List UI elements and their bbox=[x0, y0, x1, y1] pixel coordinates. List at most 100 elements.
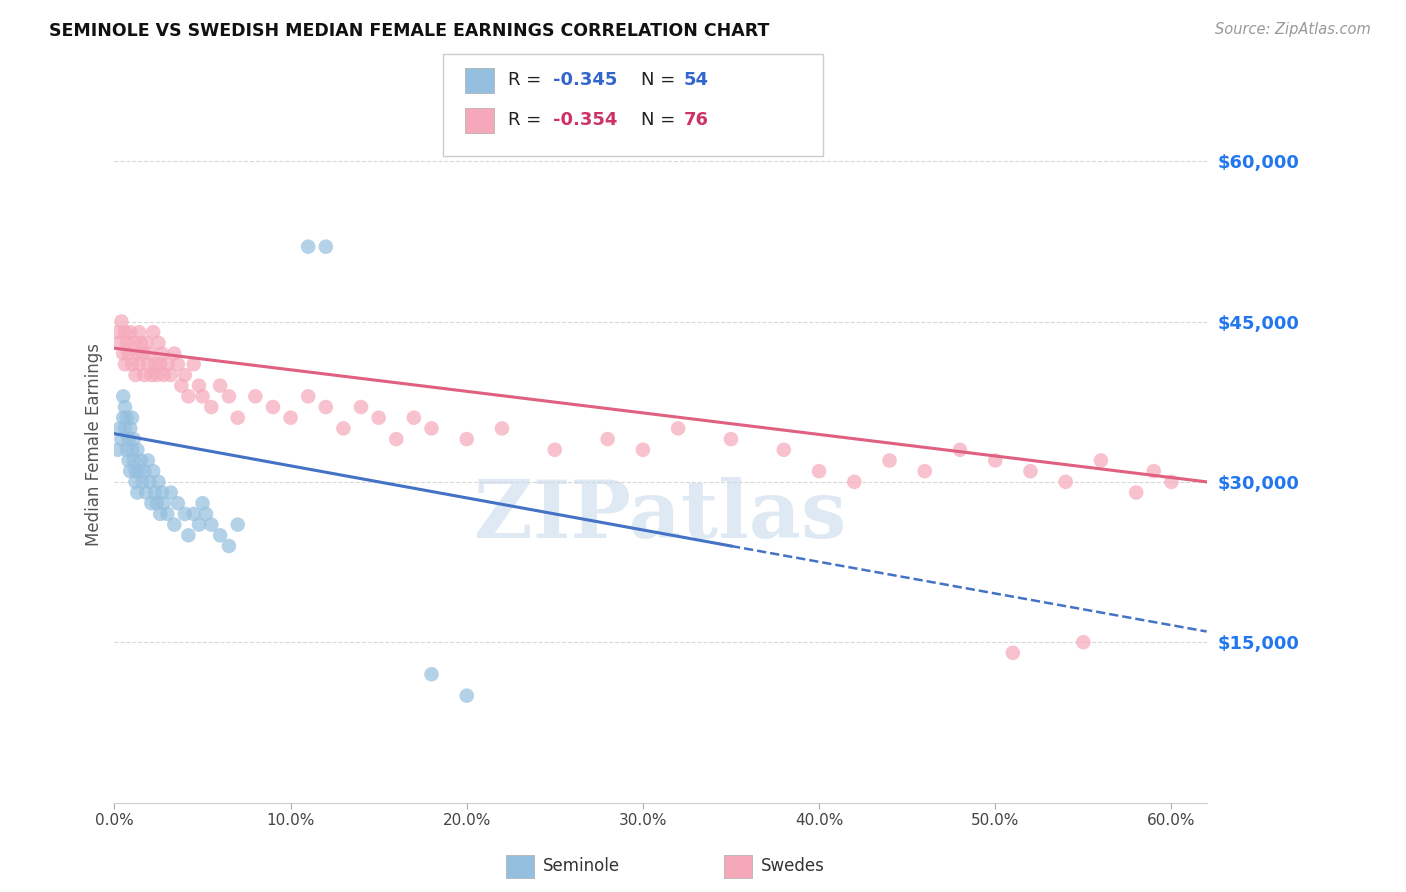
Point bbox=[114, 421, 136, 435]
Point bbox=[117, 453, 139, 467]
Point bbox=[122, 432, 145, 446]
Point bbox=[844, 475, 866, 489]
Text: 76: 76 bbox=[683, 112, 709, 129]
Point bbox=[114, 357, 136, 371]
Point bbox=[112, 410, 135, 425]
Point bbox=[129, 453, 152, 467]
Point bbox=[456, 432, 478, 446]
Point bbox=[131, 475, 153, 489]
Point bbox=[984, 453, 1007, 467]
Point bbox=[148, 335, 170, 350]
Point bbox=[128, 464, 150, 478]
Point bbox=[166, 496, 188, 510]
Point bbox=[134, 464, 156, 478]
Point bbox=[117, 432, 139, 446]
Point bbox=[191, 389, 214, 403]
Point bbox=[124, 368, 146, 382]
Point bbox=[297, 240, 319, 254]
Point bbox=[127, 485, 149, 500]
Point bbox=[367, 410, 389, 425]
Text: -0.345: -0.345 bbox=[553, 71, 617, 89]
Point bbox=[332, 421, 354, 435]
Point bbox=[163, 346, 186, 360]
Point bbox=[209, 528, 232, 542]
Point bbox=[134, 368, 156, 382]
Point bbox=[150, 485, 173, 500]
Point bbox=[152, 368, 174, 382]
Point bbox=[152, 496, 174, 510]
Point bbox=[145, 368, 167, 382]
Point bbox=[135, 335, 157, 350]
Point bbox=[1054, 475, 1077, 489]
Text: ZIPatlas: ZIPatlas bbox=[474, 477, 846, 555]
Point bbox=[149, 357, 172, 371]
Point bbox=[145, 496, 167, 510]
Point bbox=[108, 335, 131, 350]
Point bbox=[914, 464, 936, 478]
Point bbox=[149, 507, 172, 521]
Point bbox=[122, 335, 145, 350]
Point bbox=[183, 507, 205, 521]
Point bbox=[1143, 464, 1166, 478]
Point bbox=[1090, 453, 1112, 467]
Point bbox=[188, 378, 211, 392]
Point bbox=[772, 442, 794, 457]
Point bbox=[142, 464, 165, 478]
Text: R =: R = bbox=[508, 112, 547, 129]
Point bbox=[544, 442, 567, 457]
Point bbox=[808, 464, 831, 478]
Point bbox=[1160, 475, 1182, 489]
Point bbox=[200, 400, 222, 414]
Point bbox=[122, 453, 145, 467]
Point bbox=[195, 507, 218, 521]
Point bbox=[315, 240, 337, 254]
Point bbox=[949, 442, 972, 457]
Point bbox=[200, 517, 222, 532]
Point bbox=[115, 410, 138, 425]
Point bbox=[159, 368, 181, 382]
Point bbox=[491, 421, 513, 435]
Point bbox=[136, 357, 159, 371]
Point bbox=[129, 335, 152, 350]
Point bbox=[107, 442, 129, 457]
Point bbox=[117, 346, 139, 360]
Text: 54: 54 bbox=[683, 71, 709, 89]
Point bbox=[177, 528, 200, 542]
Point bbox=[1071, 635, 1094, 649]
Point bbox=[141, 368, 163, 382]
Point bbox=[120, 464, 142, 478]
Point bbox=[173, 368, 195, 382]
Point bbox=[218, 389, 240, 403]
Point bbox=[209, 378, 232, 392]
Point bbox=[420, 421, 443, 435]
Point bbox=[456, 689, 478, 703]
Point bbox=[297, 389, 319, 403]
Point bbox=[120, 325, 142, 339]
Point bbox=[128, 357, 150, 371]
Point bbox=[385, 432, 408, 446]
Point bbox=[127, 442, 149, 457]
Point bbox=[120, 421, 142, 435]
Point bbox=[136, 453, 159, 467]
Point bbox=[124, 464, 146, 478]
Point bbox=[135, 485, 157, 500]
Text: N =: N = bbox=[641, 112, 681, 129]
Point bbox=[170, 378, 193, 392]
Point bbox=[127, 346, 149, 360]
Point bbox=[280, 410, 302, 425]
Point bbox=[631, 442, 654, 457]
Point bbox=[112, 346, 135, 360]
Point bbox=[879, 453, 901, 467]
Y-axis label: Median Female Earnings: Median Female Earnings bbox=[86, 343, 103, 546]
Point bbox=[142, 325, 165, 339]
Point bbox=[262, 400, 284, 414]
Point bbox=[350, 400, 373, 414]
Point bbox=[1125, 485, 1147, 500]
Text: SEMINOLE VS SWEDISH MEDIAN FEMALE EARNINGS CORRELATION CHART: SEMINOLE VS SWEDISH MEDIAN FEMALE EARNIN… bbox=[49, 22, 769, 40]
Point bbox=[115, 335, 138, 350]
Point bbox=[108, 421, 131, 435]
Point bbox=[163, 517, 186, 532]
Point bbox=[156, 357, 179, 371]
Point bbox=[159, 485, 181, 500]
Point bbox=[138, 475, 160, 489]
